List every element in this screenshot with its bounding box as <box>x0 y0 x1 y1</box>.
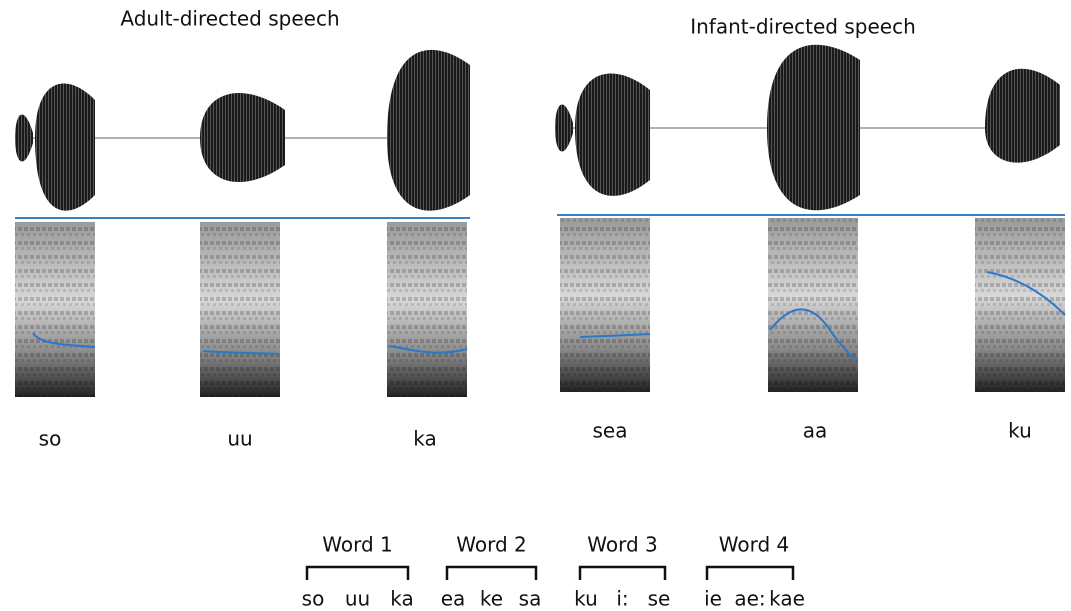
word-syllable: uu <box>345 587 370 611</box>
word-label: Word 1 <box>322 533 393 557</box>
waveform <box>200 93 285 183</box>
word-syllable: i: <box>616 587 628 611</box>
word-syllable: ke <box>480 587 503 611</box>
syllable-label: so <box>39 427 62 451</box>
word-bracket <box>445 565 538 580</box>
waveform <box>575 73 650 196</box>
waveform-onset <box>555 104 573 152</box>
waveform-onset <box>15 114 33 162</box>
spectrogram-texture <box>975 218 1065 392</box>
waveform <box>767 44 860 211</box>
word-bracket <box>705 565 795 580</box>
word-label: Word 4 <box>719 533 790 557</box>
syllable-label: ka <box>413 427 437 451</box>
pitch-contour <box>389 345 468 354</box>
word-syllable: ea <box>441 587 466 611</box>
syllable-label: sea <box>593 419 628 443</box>
word-bracket <box>305 565 410 580</box>
word-syllable: so <box>302 587 325 611</box>
word-label: Word 3 <box>587 533 658 557</box>
pitch-contour <box>986 271 1066 316</box>
word-syllable: ae: <box>734 587 765 611</box>
spectrogram-texture <box>560 218 650 392</box>
syllable-label: aa <box>803 419 828 443</box>
panel-title: Adult-directed speech <box>120 7 339 31</box>
word-label: Word 2 <box>456 533 527 557</box>
waveform <box>387 49 470 211</box>
pitch-contour <box>32 332 96 348</box>
spectrogram-texture <box>15 222 95 397</box>
word-syllable: ie <box>704 587 722 611</box>
pitch-contour <box>579 333 651 338</box>
spectrogram-texture <box>387 222 467 397</box>
word-syllable: ku <box>574 587 598 611</box>
word-bracket <box>578 565 667 580</box>
syllable-label: uu <box>227 427 252 451</box>
spectrogram-texture <box>768 218 858 392</box>
waveform <box>985 68 1060 163</box>
word-syllable: sa <box>519 587 542 611</box>
word-syllable: kae <box>769 587 805 611</box>
word-syllable: ka <box>390 587 414 611</box>
pitch-contour <box>202 350 279 355</box>
pitch-contour <box>769 308 856 361</box>
waveform <box>35 83 95 211</box>
spectrogram-texture <box>200 222 280 397</box>
word-syllable: se <box>648 587 671 611</box>
panel-title: Infant-directed speech <box>690 15 916 39</box>
syllable-label: ku <box>1008 419 1032 443</box>
